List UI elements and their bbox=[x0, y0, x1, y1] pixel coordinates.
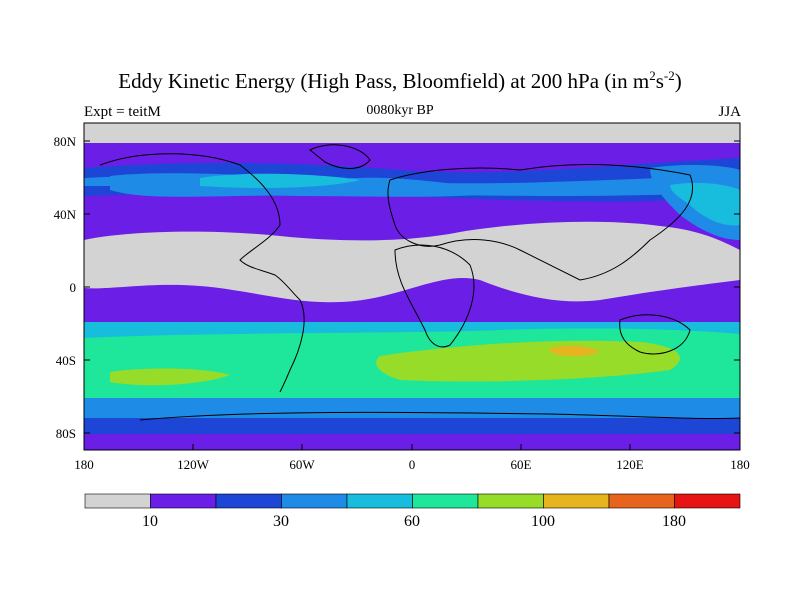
lat-label: 80S bbox=[56, 426, 76, 441]
band-south-yellowgreen-east bbox=[376, 340, 680, 382]
colorbar-label: 30 bbox=[273, 513, 289, 530]
colorbar-label: 100 bbox=[531, 513, 555, 530]
colorbar-label: 10 bbox=[142, 513, 158, 530]
coastlines bbox=[99, 144, 740, 421]
season-label: JJA bbox=[718, 104, 741, 120]
experiment-label: Expt = teitM bbox=[84, 104, 161, 120]
colorbar-label: 60 bbox=[404, 513, 420, 530]
colorbar-swatch bbox=[281, 493, 348, 509]
lon-label: 60W bbox=[289, 457, 315, 472]
chart-title: Eddy Kinetic Energy (High Pass, Bloomfie… bbox=[118, 68, 682, 93]
lon-label: 120W bbox=[177, 457, 210, 472]
lat-label: 40N bbox=[54, 207, 77, 222]
colorbar-swatch bbox=[215, 493, 282, 509]
coast-antarctica bbox=[139, 411, 740, 421]
lat-label: 40S bbox=[56, 353, 76, 368]
band-tropical-gray bbox=[84, 221, 740, 303]
colorbar-swatch bbox=[477, 493, 544, 509]
lon-label: 0 bbox=[409, 457, 416, 472]
colorbar-swatch bbox=[412, 493, 479, 509]
band-polar-north bbox=[84, 123, 740, 143]
band-south-yellowgreen-west bbox=[110, 368, 230, 386]
colorbar bbox=[84, 493, 741, 509]
colorbar-swatch bbox=[346, 493, 413, 509]
colorbar-swatch bbox=[84, 493, 151, 509]
coast-africa bbox=[394, 244, 475, 348]
colorbar-label: 180 bbox=[662, 513, 686, 530]
band-njet-pacific-core bbox=[670, 182, 740, 226]
colorbar-swatch bbox=[608, 493, 675, 509]
coast-australia bbox=[619, 314, 691, 355]
lat-axis bbox=[84, 140, 740, 434]
lon-label: 60E bbox=[511, 457, 532, 472]
lat-label: 80N bbox=[54, 134, 77, 149]
lat-label: 0 bbox=[70, 280, 77, 295]
coast-greenland bbox=[309, 144, 371, 169]
lon-axis bbox=[192, 444, 631, 450]
contour-field bbox=[84, 123, 740, 450]
band-south-darkblue bbox=[84, 418, 740, 434]
coast-americas bbox=[99, 153, 305, 393]
colorbar-swatch bbox=[150, 493, 217, 509]
band-south-max bbox=[550, 345, 600, 357]
band-antarctic-purple bbox=[84, 434, 740, 450]
colorbar-swatch bbox=[543, 493, 610, 509]
lon-label: 180 bbox=[730, 457, 750, 472]
lon-label: 180 bbox=[74, 457, 94, 472]
band-south-blue bbox=[84, 398, 740, 418]
colorbar-swatch bbox=[674, 493, 741, 509]
band-njet-atlantic-core bbox=[200, 173, 360, 188]
chart-subtitle: 0080kyr BP bbox=[366, 103, 434, 118]
lon-label: 120E bbox=[616, 457, 644, 472]
